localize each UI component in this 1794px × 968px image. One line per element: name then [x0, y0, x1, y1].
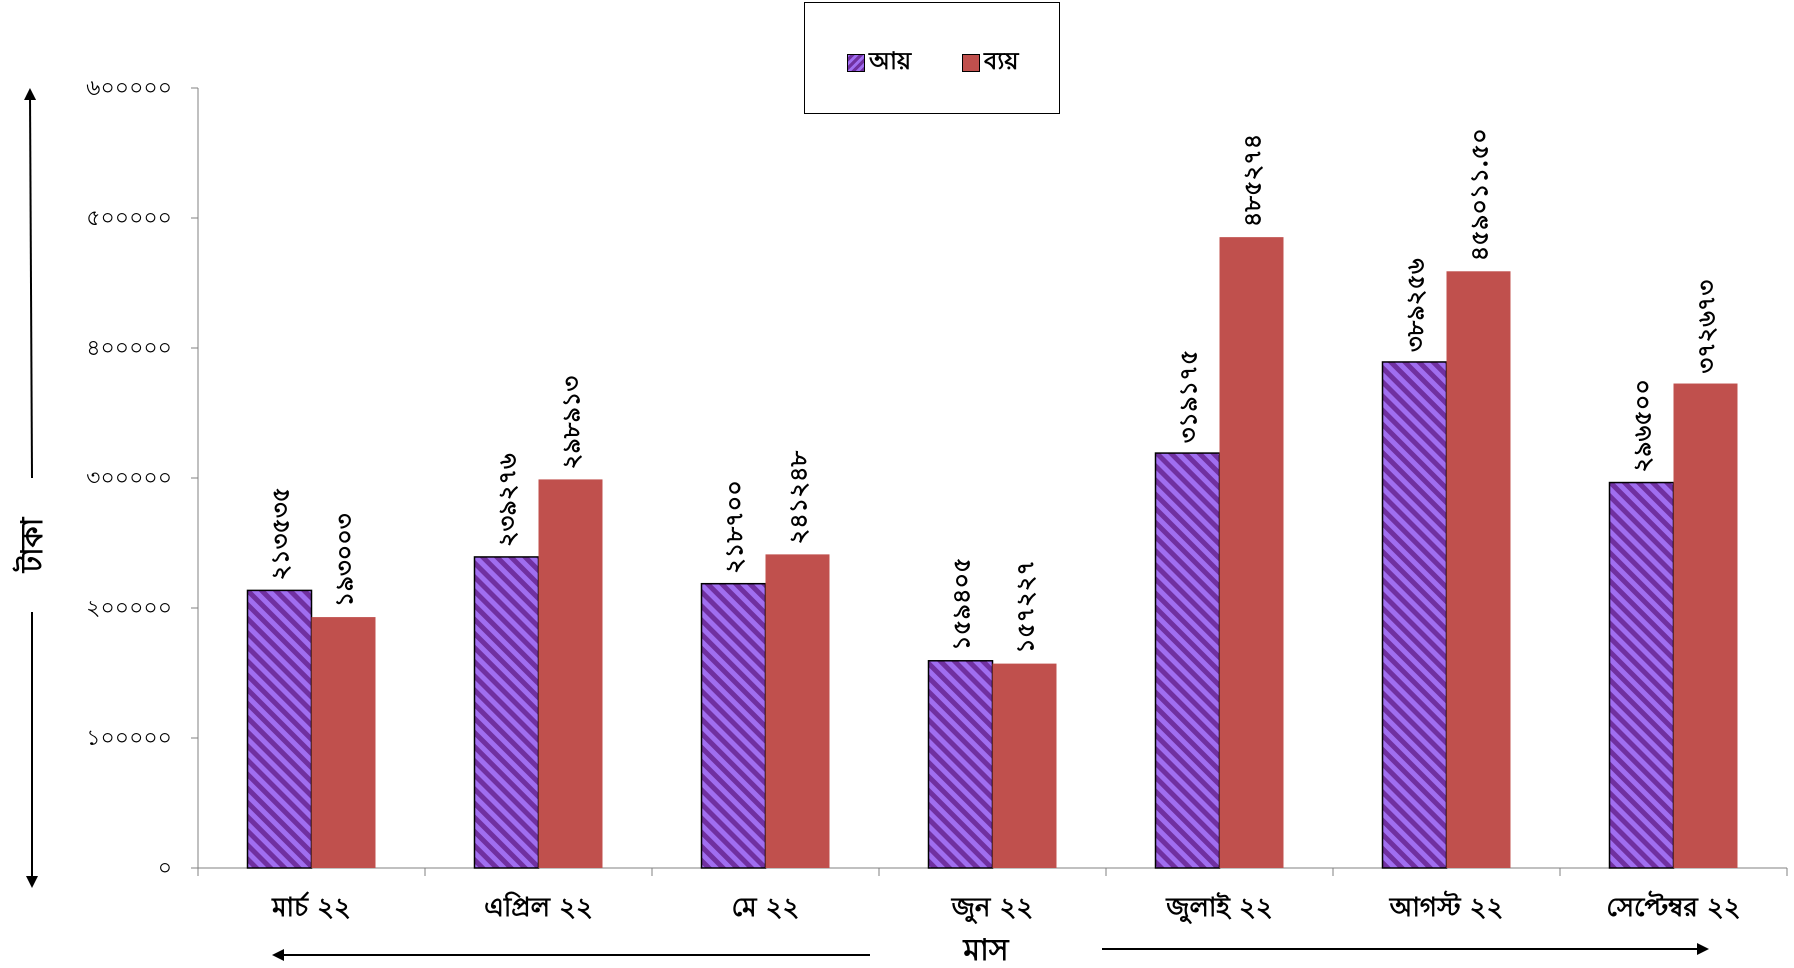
y-tick-label: ৪০০০০০	[86, 336, 172, 361]
y-axis-title: টাকা	[12, 516, 50, 573]
bar-expense	[311, 617, 376, 868]
x-tick-label: মার্চ ২২	[271, 891, 351, 923]
data-labels: ২১৩৫৩৫ ২৩৯২৭৬ ২১৮৭০০ ১৫৯৪০৫ ৩১৯১৭৫ ৩৮৯২৫৬ ২৯৬৫…	[266, 128, 1721, 653]
y-tick-label: ১০০০০০	[86, 726, 172, 751]
legend-label-income: আয়	[869, 46, 912, 75]
bar-income	[1608, 481, 1675, 869]
data-label-income: ২১৩৫৩৫	[266, 487, 295, 581]
bar-expense	[992, 663, 1057, 868]
x-tick-label: আগস্ট ২২	[1389, 890, 1504, 923]
bar-expense	[538, 479, 603, 868]
y-arrow-up	[24, 88, 37, 479]
data-label-expense: ৪৫৯০১১.৫০	[1465, 128, 1494, 261]
data-label-expense: ৪৮৫২৭৪	[1238, 134, 1267, 228]
x-tick-label: সেপ্টেম্বর ২২	[1606, 890, 1740, 923]
y-tick-label: ৫০০০০০	[86, 206, 172, 231]
x-tick-label: মে ২২	[732, 893, 800, 923]
data-label-expense: ১৯৩০০৩	[330, 513, 359, 607]
legend-item-expense: ব্যয়	[962, 43, 1018, 83]
y-tick-label: ৩০০০০০	[86, 466, 172, 491]
bar-income	[1154, 452, 1221, 869]
bar-expense	[1673, 383, 1738, 868]
x-tick-label: জুন ২২	[951, 893, 1034, 924]
bar-income	[473, 556, 540, 869]
data-label-expense: ২৪১২৪৮	[784, 450, 813, 544]
legend: আয় ব্যয়	[804, 2, 1060, 114]
bar-income	[246, 589, 313, 869]
x-axis: মার্চ ২২ এপ্রিল ২২ মে ২২ জুন ২২ জুলাই ২২ আগস্…	[197, 867, 1788, 924]
bar-expense	[1219, 237, 1284, 868]
x-axis-title: মাস	[962, 933, 1009, 968]
y-tick-label: ৬০০০০০	[86, 76, 172, 101]
data-label-income: ২৯৬৫০০	[1628, 379, 1657, 473]
data-label-income: ২৩৯২৭৬	[493, 453, 522, 547]
data-label-expense: ২৯৮৯১৩	[557, 376, 586, 470]
data-label-income: ১৫৯৪০৫	[947, 557, 976, 650]
y-tick-label: ০	[158, 856, 172, 881]
bar-expense	[765, 554, 830, 868]
bar-income	[927, 660, 994, 869]
data-label-expense: ১৫৭২২৭	[1011, 560, 1040, 654]
legend-swatch-expense	[962, 54, 980, 72]
bar-income	[1381, 361, 1448, 869]
legend-swatch-income	[847, 54, 865, 72]
legend-label-expense: ব্যয়	[984, 46, 1019, 75]
data-label-expense: ৩৭২৬৭৩	[1692, 280, 1721, 374]
x-tick-label: এপ্রিল ২২	[484, 891, 593, 923]
data-label-income: ২১৮৭০০	[720, 480, 749, 574]
data-label-income: ৩১৯১৭৫	[1174, 350, 1203, 444]
y-tick-label: ২০০০০০	[86, 596, 172, 621]
bar-expense	[1446, 271, 1511, 869]
data-label-income: ৩৮৯২৫৬	[1401, 258, 1430, 352]
legend-item-income: আয়	[847, 43, 911, 83]
y-axis: ০ ১০০০০০ ২০০০০০ ৩০০০০০ ৪০০০০০ ৫০০০০০ ৬০০০০০	[86, 76, 199, 881]
bar-income	[700, 582, 767, 869]
bars	[246, 237, 1738, 869]
x-tick-label: জুলাই ২২	[1165, 891, 1273, 924]
